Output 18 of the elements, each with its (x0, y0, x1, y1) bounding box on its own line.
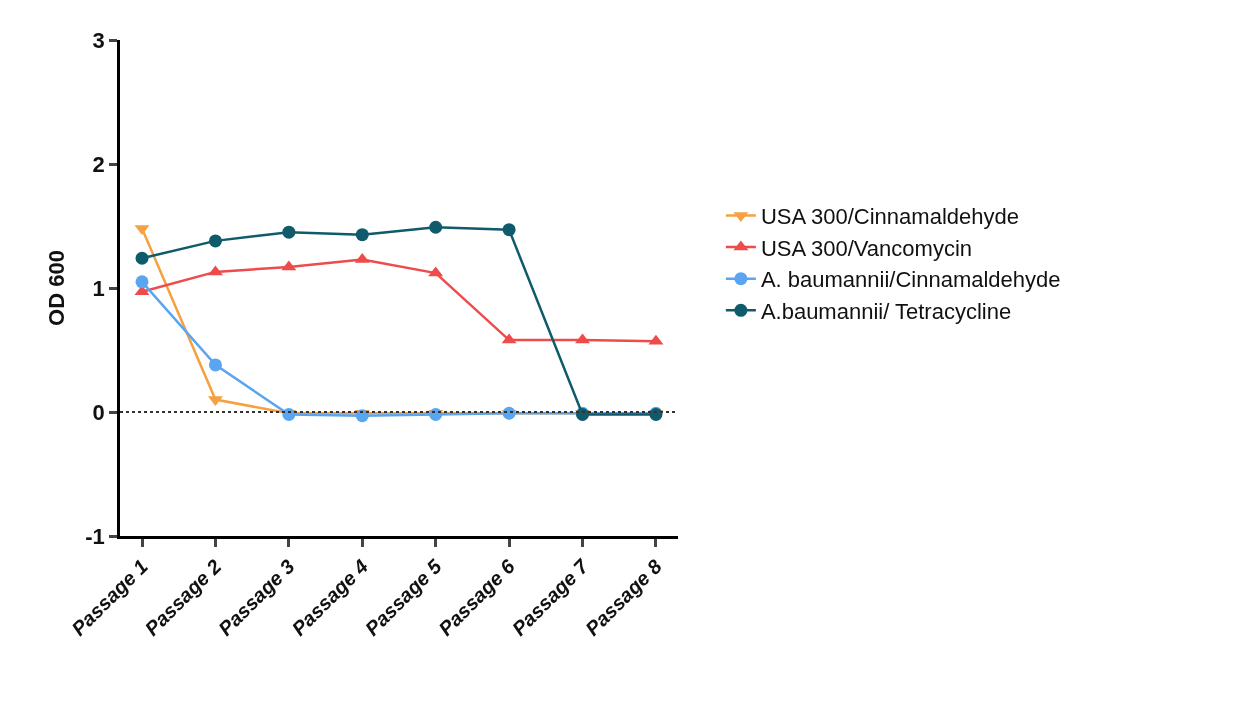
legend-label: USA 300/Vancomycin (760, 235, 973, 261)
y-tick-label: -1 (85, 523, 105, 549)
y-tick-label: 0 (92, 399, 105, 425)
y-tick-label: 1 (92, 275, 105, 301)
point (355, 228, 369, 242)
point (135, 251, 149, 265)
legend-label: USA 300/Cinnamaldehyde (760, 204, 1019, 230)
legend-label: A. baumannii/Cinnamaldehyde (760, 267, 1061, 293)
point (208, 358, 222, 372)
y-axis-title: OD 600 (44, 250, 70, 326)
y-tick-label: 2 (92, 151, 105, 177)
point (502, 223, 516, 237)
point (135, 275, 149, 289)
y-tick-label: 3 (92, 27, 105, 53)
point (429, 220, 443, 234)
point (208, 234, 222, 248)
point (282, 225, 296, 239)
legend-label: A.baumannii/ Tetracycline (760, 298, 1012, 324)
